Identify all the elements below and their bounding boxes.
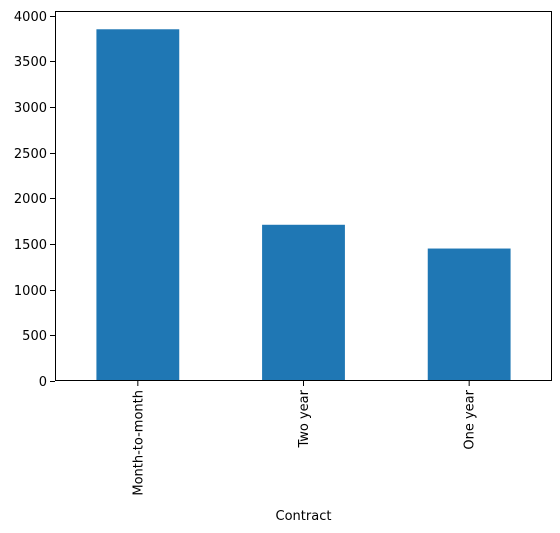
y-tick-label: 4000 (14, 10, 47, 25)
x-axis-label: Contract (276, 509, 332, 524)
bar-two-year (262, 224, 345, 381)
plot-frame (55, 11, 552, 381)
y-tick-label: 500 (22, 329, 47, 344)
y-tick-label: 1500 (14, 238, 47, 253)
bar-one-year (427, 248, 511, 381)
x-tick-label: One year (463, 389, 478, 449)
x-tick-label: Month-to-month (131, 390, 146, 496)
y-tick-label: 2500 (14, 147, 47, 162)
y-axis-ticks: 0 500 1000 1500 2000 2500 3000 3500 4000 (14, 10, 55, 390)
y-tick-label: 1000 (14, 284, 47, 299)
x-axis-ticks: Month-to-month Two year One year (131, 381, 478, 496)
bars-group (96, 29, 511, 381)
y-tick-label: 2000 (14, 192, 47, 207)
y-tick-label: 3000 (14, 101, 47, 116)
y-tick-label: 0 (39, 375, 47, 390)
x-tick-label: Two year (297, 389, 312, 448)
y-tick-label: 3500 (14, 55, 47, 70)
bar-month-to-month (96, 29, 180, 381)
